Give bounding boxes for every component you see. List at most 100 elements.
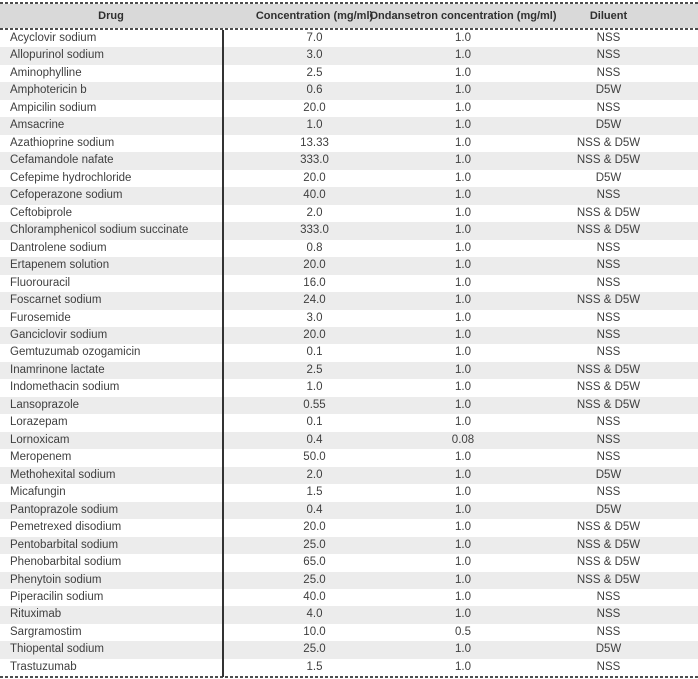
- diluent-cell: NSS & D5W: [576, 136, 641, 149]
- drug-cell: Pemetrexed disodium: [10, 521, 122, 534]
- drug-column-divider-line: [222, 30, 224, 677]
- concentration-cell: 1.5: [306, 660, 323, 673]
- concentration-cell: 25.0: [303, 573, 326, 586]
- ondansetron-concentration-cell: 1.0: [455, 311, 471, 324]
- drug-cell: Azathioprine sodium: [10, 136, 115, 149]
- concentration-cell: 0.1: [306, 346, 323, 359]
- concentration-cell: 2.0: [306, 206, 323, 219]
- table-row: Cefepime hydrochloride 20.0 1.0 D5W: [0, 169, 698, 188]
- table-row: Aminophylline 2.5 1.0 NSS: [0, 64, 698, 83]
- ondansetron-concentration-cell: 1.0: [455, 573, 471, 586]
- diluent-cell: NSS & D5W: [576, 538, 641, 551]
- table-row: Lorazepam 0.1 1.0 NSS: [0, 414, 698, 432]
- table-row: Trastuzumab 1.5 1.0 NSS: [0, 658, 698, 677]
- table-row: Piperacilin sodium 40.0 1.0 NSS: [0, 589, 698, 607]
- concentration-cell: 1.5: [306, 486, 323, 499]
- diluent-cell: NSS & D5W: [576, 154, 641, 167]
- table-row: Allopurinol sodium 3.0 1.0 NSS: [0, 47, 698, 65]
- concentration-cell: 0.4: [306, 503, 323, 516]
- table-row: Ceftobiprole 2.0 1.0 NSS & D5W: [0, 204, 698, 223]
- concentration-cell: 10.0: [303, 625, 326, 638]
- diluent-cell: NSS: [596, 189, 621, 202]
- drug-cell: Ganciclovir sodium: [10, 328, 108, 341]
- diluent-cell: NSS & D5W: [576, 363, 641, 376]
- table-row: Azathioprine sodium 13.33 1.0 NSS & D5W: [0, 134, 698, 153]
- drug-cell: Fluorouracil: [10, 276, 71, 289]
- table-header-separator: [0, 28, 698, 30]
- diluent-cell: NSS: [596, 259, 621, 272]
- diluent-cell: NSS: [596, 660, 621, 673]
- ondansetron-concentration-cell: 1.0: [455, 49, 471, 62]
- diluent-cell: NSS: [596, 416, 621, 429]
- ondansetron-concentration-cell: 1.0: [455, 241, 471, 254]
- drug-cell: Amsacrine: [10, 119, 65, 132]
- concentration-cell: 25.0: [303, 538, 326, 551]
- concentration-cell: 50.0: [303, 451, 326, 464]
- concentration-cell: 1.0: [306, 119, 323, 132]
- diluent-cell: NSS: [596, 346, 621, 359]
- ondansetron-concentration-cell: 1.0: [455, 206, 471, 219]
- ondansetron-concentration-cell: 1.0: [455, 556, 471, 569]
- drug-cell: Meropenem: [10, 451, 72, 464]
- drug-cell: Ertapenem solution: [10, 259, 110, 272]
- ondansetron-concentration-cell: 1.0: [455, 259, 471, 272]
- ondansetron-concentration-cell: 1.0: [455, 189, 471, 202]
- drug-cell: Thiopental sodium: [10, 643, 104, 656]
- diluent-cell: NSS: [596, 32, 621, 44]
- diluent-cell: D5W: [595, 84, 622, 97]
- column-header-drug: Drug: [0, 4, 222, 28]
- drug-cell: Ceftobiprole: [10, 206, 73, 219]
- drug-cell: Cefamandole nafate: [10, 154, 114, 167]
- drug-cell: Foscarnet sodium: [10, 294, 102, 307]
- concentration-cell: 0.1: [306, 416, 323, 429]
- drug-cell: Sargramostim: [10, 625, 82, 638]
- table-row: Indomethacin sodium 1.0 1.0 NSS & D5W: [0, 379, 698, 397]
- drug-cell: Chloramphenicol sodium succinate: [10, 224, 189, 237]
- concentration-cell: 2.5: [306, 66, 323, 79]
- diluent-cell: NSS & D5W: [576, 573, 641, 586]
- drug-cell: Acyclovir sodium: [10, 32, 97, 44]
- diluent-cell: NSS & D5W: [576, 398, 641, 411]
- table-row: Phenobarbital sodium 65.0 1.0 NSS & D5W: [0, 554, 698, 572]
- table-row: Amsacrine 1.0 1.0 D5W: [0, 117, 698, 135]
- drug-cell: Piperacilin sodium: [10, 591, 104, 603]
- table-row: Foscarnet sodium 24.0 1.0 NSS & D5W: [0, 292, 698, 310]
- concentration-cell: 0.55: [303, 398, 326, 411]
- diluent-cell: NSS: [596, 66, 621, 79]
- concentration-cell: 3.0: [306, 49, 323, 62]
- ondansetron-concentration-cell: 1.0: [455, 328, 471, 341]
- drug-cell: Gemtuzumab ozogamicin: [10, 346, 141, 359]
- table-row: Sargramostim 10.0 0.5 NSS: [0, 623, 698, 642]
- ondansetron-concentration-cell: 1.0: [455, 84, 471, 97]
- ondansetron-concentration-cell: 1.0: [455, 381, 471, 394]
- diluent-cell: NSS & D5W: [576, 381, 641, 394]
- diluent-cell: NSS: [596, 311, 621, 324]
- concentration-cell: 40.0: [303, 189, 326, 202]
- ondansetron-concentration-cell: 1.0: [455, 608, 471, 621]
- table-row: Ganciclovir sodium 20.0 1.0 NSS: [0, 326, 698, 345]
- ondansetron-concentration-cell: 1.0: [455, 66, 471, 79]
- table-row: Meropenem 50.0 1.0 NSS: [0, 449, 698, 467]
- column-header-concentration: Concentration (mg/ml): [222, 4, 407, 28]
- table-row: Chloramphenicol sodium succinate 333.0 1.0…: [0, 222, 698, 240]
- column-header-concentration-label: Concentration (mg/ml): [255, 10, 374, 22]
- concentration-cell: 333.0: [300, 224, 329, 237]
- diluent-cell: NSS: [596, 451, 621, 464]
- ondansetron-concentration-cell: 1.0: [455, 363, 471, 376]
- diluent-cell: D5W: [595, 119, 622, 132]
- table-header-row: Drug Concentration (mg/ml) Ondansetron c…: [0, 4, 698, 28]
- table-row: Thiopental sodium 25.0 1.0 D5W: [0, 641, 698, 659]
- table-row: Inamrinone lactate 2.5 1.0 NSS & D5W: [0, 361, 698, 380]
- concentration-cell: 2.5: [306, 363, 323, 376]
- drug-cell: Cefoperazone sodium: [10, 189, 123, 202]
- table-row: Pemetrexed disodium 20.0 1.0 NSS & D5W: [0, 519, 698, 537]
- concentration-cell: 0.6: [306, 84, 323, 97]
- table-row: Acyclovir sodium 7.0 1.0 NSS: [0, 30, 698, 48]
- ondansetron-concentration-cell: 1.0: [455, 136, 471, 149]
- column-header-ondansetron-concentration-label: Ondansetron concentration (mg/ml): [369, 10, 557, 22]
- table-row: Cefamandole nafate 333.0 1.0 NSS & D5W: [0, 152, 698, 170]
- concentration-cell: 20.0: [303, 101, 326, 114]
- drug-cell: Micafungin: [10, 486, 66, 499]
- drug-cell: Allopurinol sodium: [10, 49, 104, 62]
- diluent-cell: NSS: [596, 591, 621, 603]
